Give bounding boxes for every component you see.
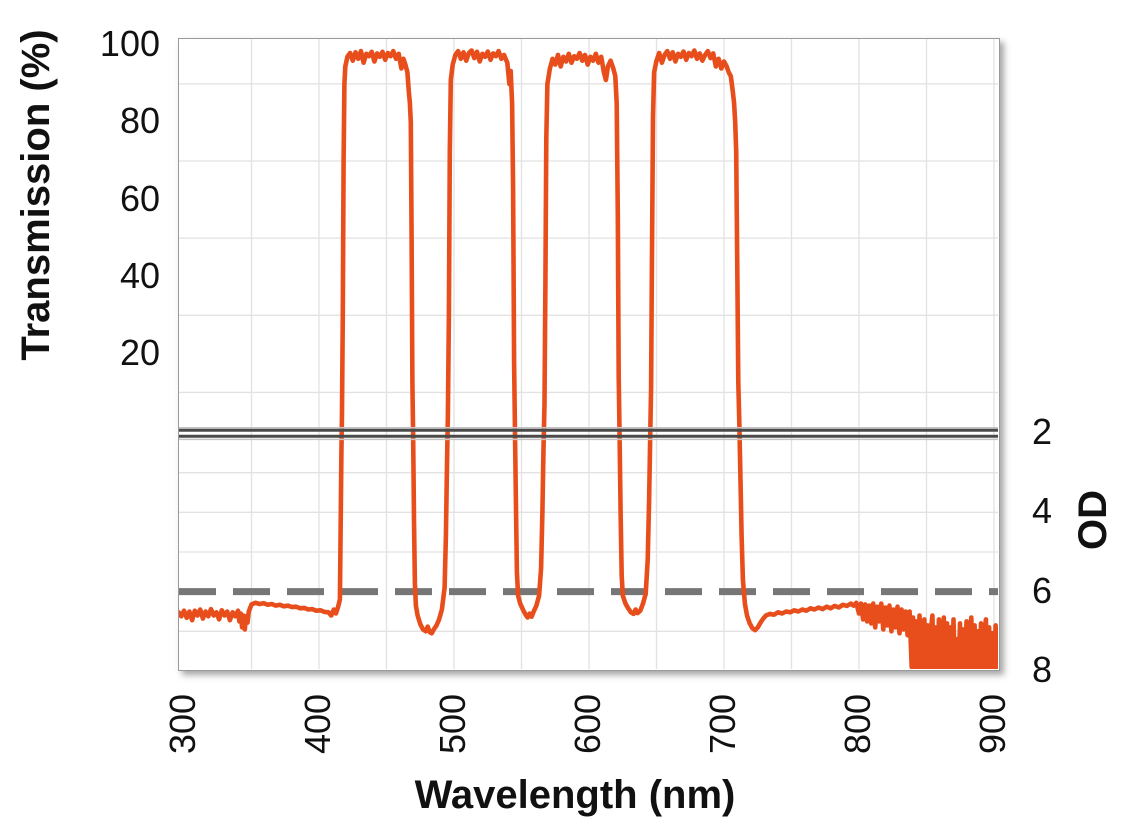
x-axis-title-wavelength: Wavelength (nm)	[414, 773, 736, 817]
spectrum-chart-canvas	[179, 39, 998, 669]
y-tick-transmission-40: 40	[119, 255, 160, 296]
x-tick-400nm: 400	[297, 693, 338, 755]
x-tick-800nm: 800	[837, 693, 878, 755]
y-tick-transmission-80: 80	[119, 100, 160, 141]
y-tick-transmission-20: 20	[119, 332, 160, 373]
y-tick-od-4: 4	[1032, 490, 1053, 531]
y-tick-transmission-100: 100	[99, 23, 160, 64]
y-tick-transmission-60: 60	[119, 178, 160, 219]
y-tick-od-6: 6	[1032, 570, 1053, 611]
y-tick-od-8: 8	[1032, 649, 1053, 690]
x-tick-500nm: 500	[432, 693, 473, 755]
x-tick-900nm: 900	[972, 693, 1013, 755]
spectrum-curve	[179, 48, 998, 669]
y-tick-od-2: 2	[1032, 411, 1053, 452]
x-tick-300nm: 300	[162, 693, 203, 755]
x-tick-600nm: 600	[567, 693, 608, 755]
x-tick-700nm: 700	[702, 693, 743, 755]
plot-area	[178, 38, 1000, 671]
